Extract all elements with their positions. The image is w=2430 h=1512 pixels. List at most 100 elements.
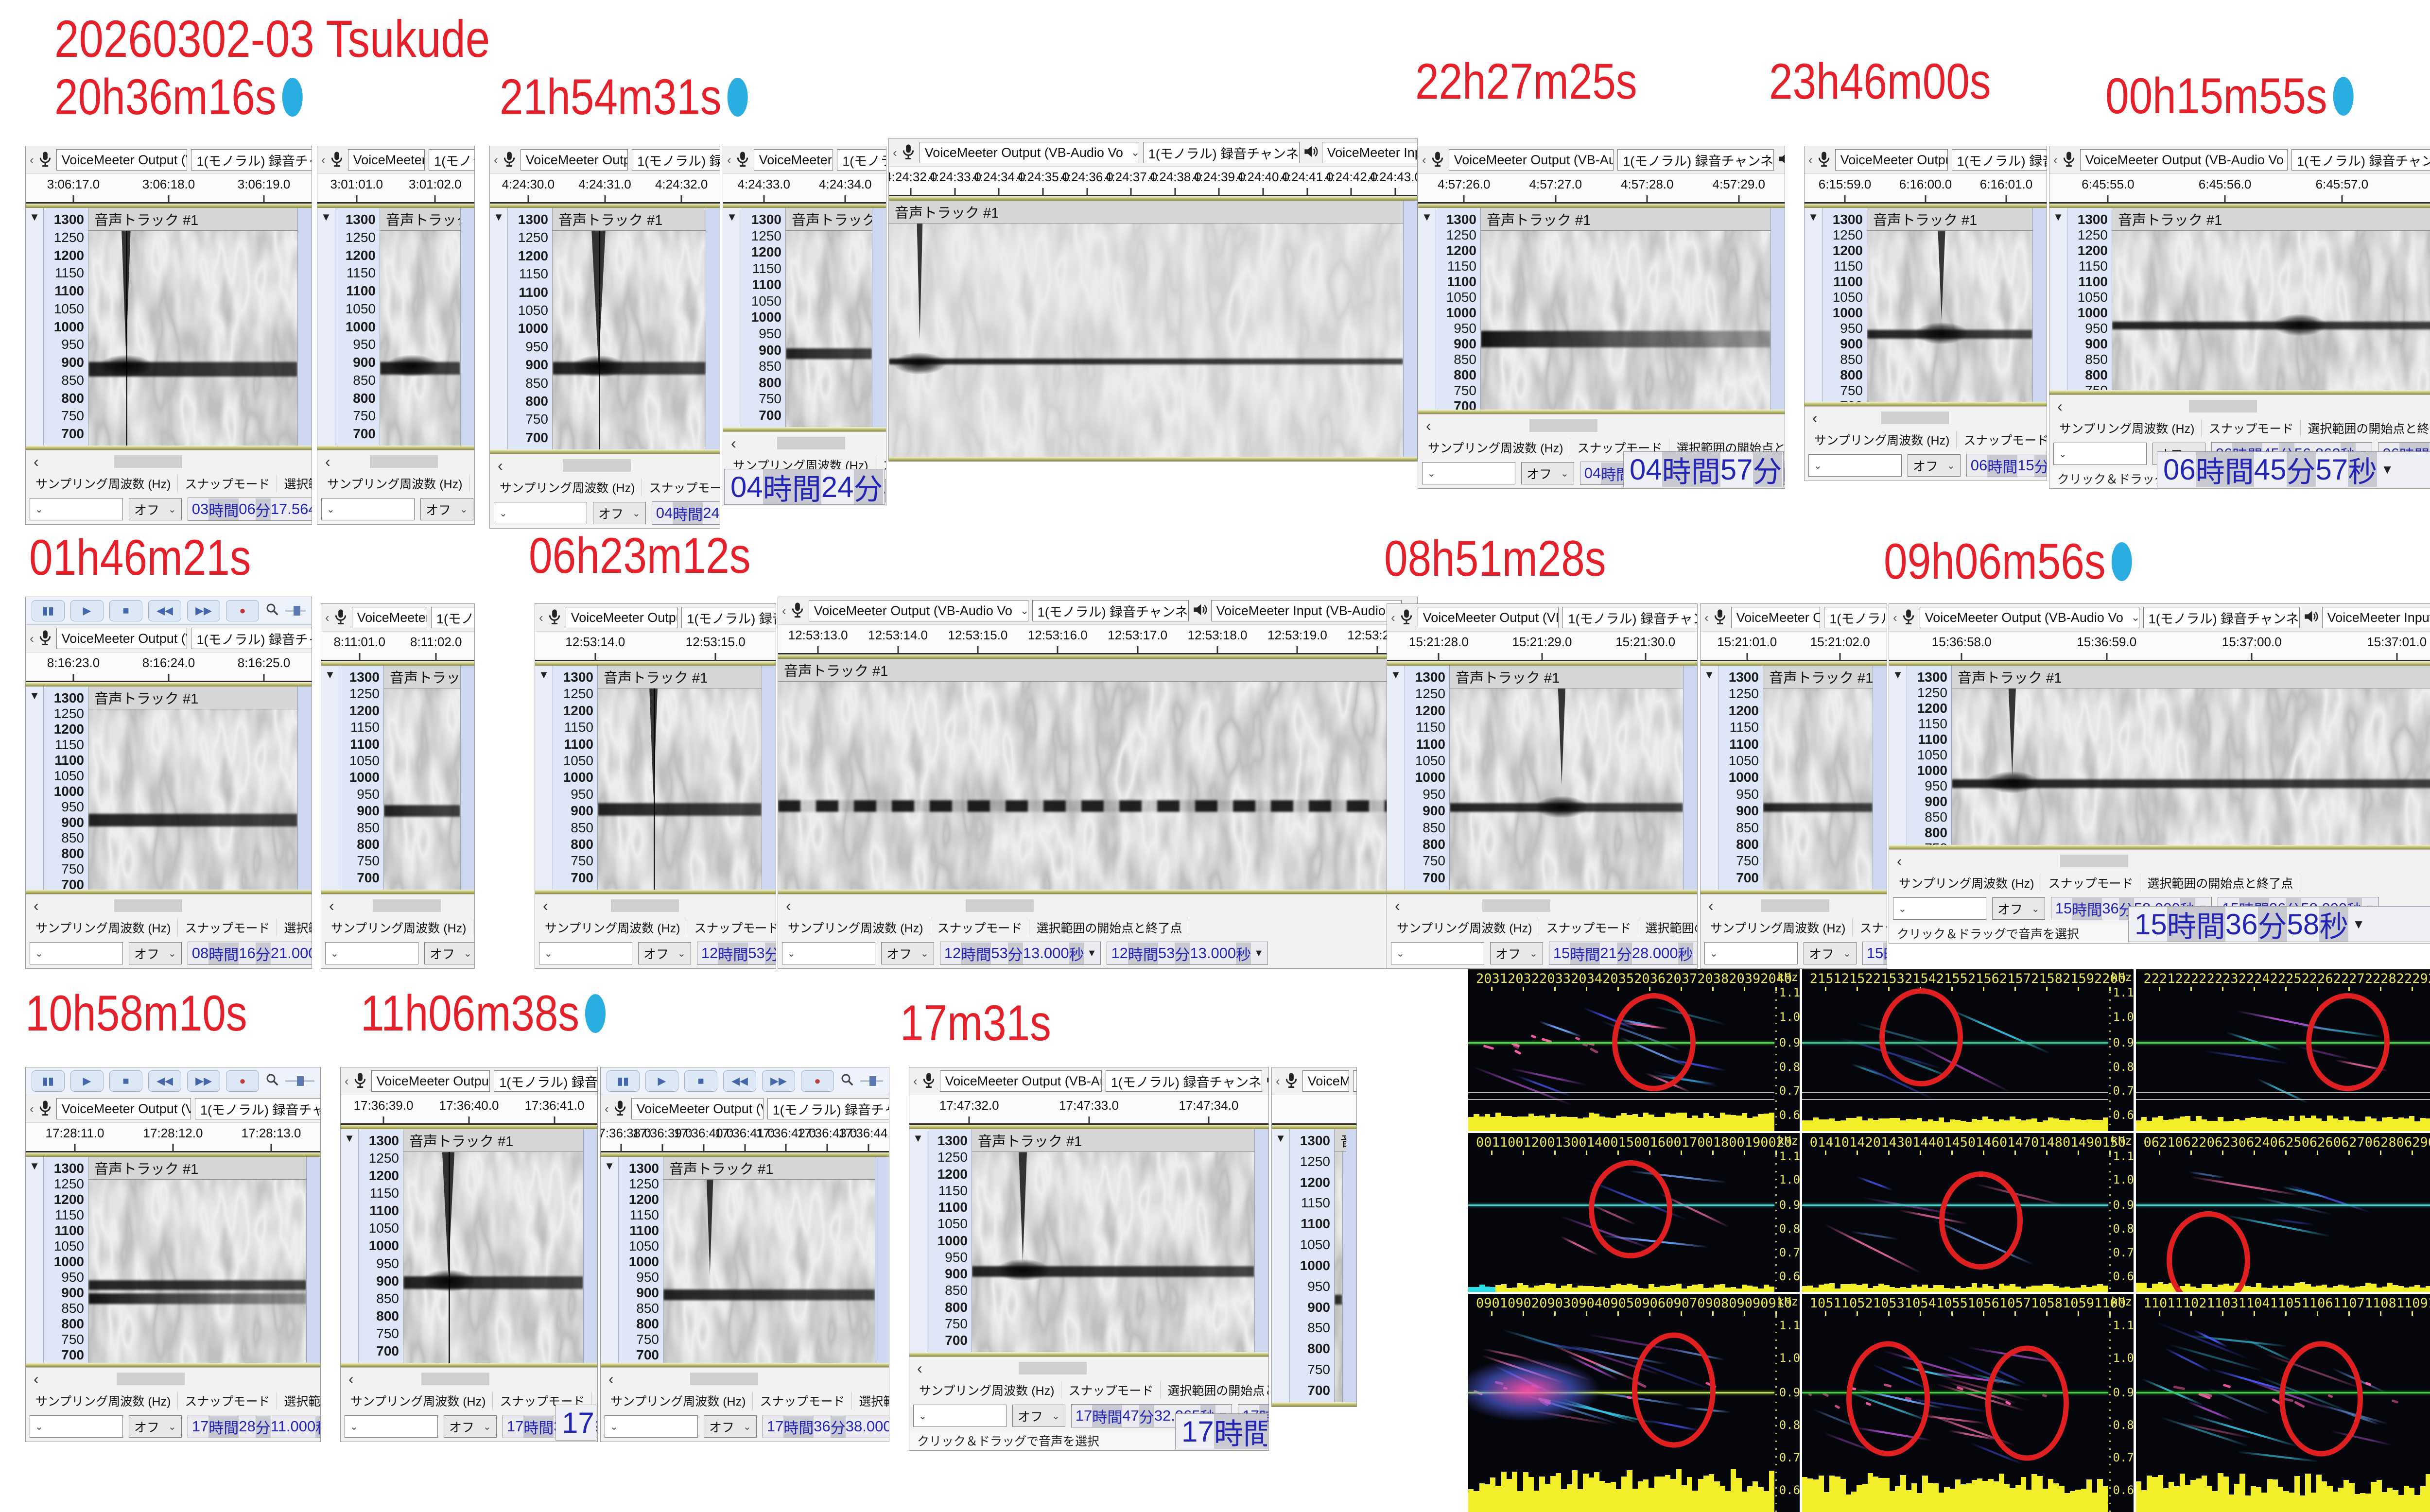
timeline-ruler[interactable]: 17:36:39.0 17:36:40.0 17:36:41.0 [341,1095,597,1125]
chevron-left-icon[interactable]: ‹ [1893,610,1897,625]
signal-strength-bar[interactable] [1802,1467,2108,1512]
track-name-header[interactable]: 音声トラック #1 [1450,666,1683,688]
track-name-header[interactable]: 音声トラック #1 [1481,208,1770,231]
scroll-left-glyph[interactable]: ‹ [1708,896,1714,914]
track-control-edge[interactable]: ▼ [321,666,339,890]
vertical-scrollbar[interactable] [460,208,474,446]
scrollbar-thumb[interactable] [1482,899,1551,912]
horizontal-scrollbar[interactable]: ‹ [490,454,720,477]
spectrogram-view[interactable] [403,1152,583,1363]
track-control-edge[interactable]: ▼ [535,666,553,890]
signal-strength-bar[interactable] [1468,1110,1774,1131]
scrollbar-thumb[interactable] [1761,899,1829,912]
chevron-left-icon[interactable]: ‹ [1704,610,1709,625]
scrollbar-thumb[interactable] [117,1373,185,1385]
chevron-left-icon[interactable]: ‹ [1422,152,1426,167]
recording-channels-select[interactable]: 1(モノラル) 録音チャンネル⌄ [1562,607,1697,628]
recording-device-select[interactable]: VoiceMeeter Output (VB-Audio Vo⌄ [1919,607,2139,628]
stop-button[interactable]: ■ [684,1070,717,1092]
recording-channels-select[interactable]: 1(モノラル) 録音チャンネル⌄ [195,1098,320,1119]
stop-button[interactable]: ■ [109,600,142,621]
play-button[interactable]: ▶ [645,1070,678,1092]
vertical-scrollbar[interactable] [1873,666,1887,890]
spectrogram-view[interactable] [598,688,762,890]
chevron-left-icon[interactable]: ‹ [494,152,498,167]
selection-start-field[interactable]: 12 時間 53 分 13.000 秒 ▼ [939,942,1101,965]
recording-channels-select[interactable]: 1(モノラル) 録音チャンネル⌄ [494,1070,597,1092]
timeline-ruler[interactable]: 4:24:32.0 4:24:33.0 4:24:34.0 4:24:35.0 4:24… [889,167,1417,196]
scrollbar-thumb[interactable] [421,1373,489,1385]
sample-rate-select[interactable]: ⌄ [1391,942,1484,964]
vertical-scrollbar[interactable] [1683,666,1697,890]
vertical-scrollbar[interactable] [872,208,886,427]
track-name-header[interactable]: 音声トラック #1 [889,201,1403,223]
sample-rate-select[interactable]: ⌄ [494,502,587,524]
slider-knob[interactable] [293,606,300,616]
timeline-ruler[interactable]: 8:16:23.0 8:16:24.0 8:16:25.0 [26,653,312,682]
sample-rate-select[interactable]: ⌄ [30,498,123,520]
timeline-ruler[interactable]: 15:21:01.0 15:21:02.0 [1701,632,1887,661]
snap-mode-select[interactable]: オフ⌄ [129,1415,182,1438]
spectrogram-view[interactable] [1335,1152,1342,1402]
track-control-edge[interactable]: ▼ [1418,208,1436,410]
recording-device-select[interactable]: VoiceMeeter Output (VB-Audio Vo⌄ [520,149,628,171]
spectrogram-view[interactable] [88,231,297,446]
snap-mode-select[interactable]: オフ⌄ [593,502,646,524]
timeline-ruler[interactable]: 4:24:30.0 4:24:31.0 4:24:32.0 [490,174,720,204]
spectrogram-view[interactable] [778,682,1403,890]
scrollbar-thumb[interactable] [690,1373,758,1385]
sample-rate-select[interactable]: ⌄ [1808,454,1902,477]
track-control-edge[interactable]: ▼ [341,1129,359,1363]
chevron-left-icon[interactable]: ‹ [539,610,543,625]
spectrogram-view[interactable] [88,709,297,890]
recording-channels-select[interactable]: 1(モノラル) 録音チャンネル⌄ [1032,600,1189,621]
spectrogram-view[interactable] [553,231,706,449]
scroll-left-glyph[interactable]: ‹ [2057,397,2063,415]
chevron-left-icon[interactable]: ‹ [30,631,34,646]
signal-strength-bar[interactable] [2135,1468,2430,1512]
sample-rate-select[interactable]: ⌄ [2053,443,2147,465]
skip-start-button[interactable]: ◀◀ [148,1070,181,1092]
scroll-left-glyph[interactable]: ‹ [348,1370,354,1388]
track-control-edge[interactable]: ▼ [1387,666,1405,890]
snap-mode-select[interactable]: オフ⌄ [129,942,182,964]
recording-device-select[interactable]: VoiceMeeter Output (VB-Audio Vo⌄ [56,149,188,171]
timeline-ruler[interactable]: 17:47:32.0 17:47:33.0 17:47:34.0 [909,1095,1268,1125]
vertical-scrollbar[interactable] [297,208,312,446]
spectrogram-view[interactable] [1867,231,2032,402]
recording-device-select[interactable]: VoiceMeeter Output (VB-Audio Vo⌄ [1448,149,1614,171]
scrollbar-thumb[interactable] [114,455,183,468]
timeline-ruler[interactable]: 4:57:26.0 4:57:27.0 4:57:28.0 4:57:29.0 [1418,174,1785,204]
recording-device-select[interactable]: VoiceMeeter Output (VB-Audio Vo⌄ [939,1070,1102,1092]
spectrogram-view[interactable] [663,1180,875,1363]
recording-device-select[interactable]: VoiceMeeter Output (VB-Audio Vo⌄ [1417,607,1559,628]
recording-device-select[interactable]: VoiceMeeter Output (VB-Audio Vo⌄ [56,1098,191,1119]
track-name-header[interactable]: 音声トラック #1 [778,659,1403,682]
signal-strength-bar[interactable] [1802,1114,2108,1131]
slider-knob[interactable] [869,1076,876,1086]
recording-device-select[interactable]: VoiceMeeter Output (VB-Audio Vo⌄ [371,1070,490,1092]
snap-mode-select[interactable]: オフ⌄ [420,498,473,520]
snap-mode-select[interactable]: オフ⌄ [881,942,934,964]
recording-device-select[interactable]: VoiceMeeter Output (VB-Audio Vo⌄ [919,142,1139,163]
recording-device-select[interactable]: VoiceMeeter Output (VB-Audio Vo⌄ [351,607,427,628]
record-button[interactable]: ● [226,1070,259,1092]
scroll-left-glyph[interactable]: ‹ [34,1370,39,1388]
chevron-left-icon[interactable]: ‹ [782,603,786,618]
horizontal-scrollbar[interactable]: ‹ [321,894,474,917]
selection-end-field[interactable]: 12 時間 53 分 13.000 秒 ▼ [1107,942,1268,965]
signal-strength-bar[interactable] [1802,1280,2108,1292]
scrollbar-thumb[interactable] [563,459,631,472]
chevron-left-icon[interactable]: ‹ [321,152,326,167]
vertical-scrollbar[interactable] [875,1157,889,1363]
track-name-header[interactable]: 音声トラック #1 [972,1129,1254,1152]
recording-channels-select[interactable]: 1(モノラル) 録音チャンネル⌄ [1824,607,1887,628]
snap-mode-select[interactable]: オフ⌄ [129,498,182,520]
track-name-header[interactable]: 音声トラック #1 [2112,208,2430,231]
spectrogram-view[interactable] [88,1180,306,1363]
